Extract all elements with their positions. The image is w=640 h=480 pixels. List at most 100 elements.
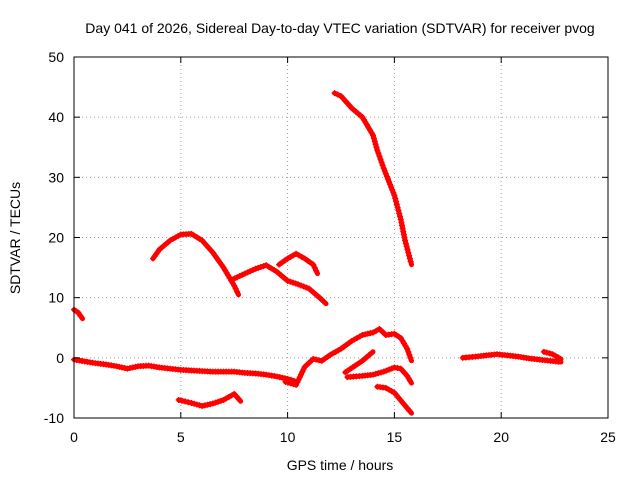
series-arc-mid-second	[229, 262, 329, 307]
data-point	[249, 266, 256, 273]
data-point	[289, 279, 296, 286]
data-point	[374, 147, 381, 154]
x-tick-label: 15	[387, 429, 403, 445]
data-point	[279, 374, 286, 381]
series-arc-lower-flat	[344, 364, 414, 386]
data-point	[362, 331, 369, 338]
data-point	[204, 401, 211, 408]
data-point	[241, 270, 248, 277]
data-point	[364, 330, 371, 337]
data-point	[543, 349, 550, 356]
data-point	[400, 231, 407, 238]
data-point	[287, 278, 294, 285]
data-point	[209, 400, 216, 407]
data-point	[119, 364, 126, 371]
data-point	[75, 309, 82, 316]
x-axis-label: GPS time / hours	[287, 457, 394, 473]
data-point	[380, 165, 387, 172]
data-point	[388, 184, 395, 191]
data-point	[121, 365, 128, 372]
chart-title: Day 041 of 2026, Sidereal Day-to-day VTE…	[85, 20, 594, 36]
data-point	[404, 345, 411, 352]
series-arc-late-tail	[540, 348, 564, 362]
data-point	[394, 204, 401, 211]
data-point	[397, 213, 404, 220]
data-point	[185, 399, 192, 406]
data-point	[397, 216, 404, 223]
y-tick-label: 50	[48, 49, 64, 65]
data-point	[260, 263, 267, 270]
data-point	[212, 399, 219, 406]
data-point	[255, 264, 262, 271]
data-point	[392, 195, 399, 202]
data-point	[406, 351, 413, 358]
series-line	[276, 251, 320, 277]
data-point	[276, 374, 283, 381]
data-point	[555, 354, 562, 361]
data-point	[310, 261, 317, 268]
data-point	[405, 348, 412, 355]
data-point	[398, 219, 405, 226]
data-point	[546, 350, 553, 357]
data-point	[378, 159, 385, 166]
data-point	[215, 398, 222, 405]
series-arc-rise-peak	[282, 325, 414, 388]
series-arc-steep-fall	[331, 90, 414, 268]
data-point	[391, 364, 398, 371]
data-point	[359, 331, 366, 338]
data-point	[407, 377, 414, 384]
y-tick-label: 20	[48, 230, 64, 246]
data-point	[193, 401, 200, 408]
data-point	[300, 283, 307, 290]
data-point	[370, 371, 377, 378]
data-point	[375, 150, 382, 157]
y-tick-label: -10	[44, 410, 64, 426]
data-point	[379, 162, 386, 169]
data-point	[310, 356, 317, 363]
data-point	[196, 402, 203, 409]
data-point	[285, 379, 292, 386]
data-point	[407, 354, 414, 361]
data-point	[406, 407, 413, 414]
tick-layer: 0 5 10 15 20 25 -10 0 10 20 30 40 50	[44, 49, 616, 445]
series-line	[344, 365, 414, 386]
data-point	[252, 265, 259, 272]
x-tick-label: 5	[177, 429, 185, 445]
data-point	[372, 370, 379, 377]
data-point	[188, 399, 195, 406]
data-point	[378, 369, 385, 376]
data-point	[406, 255, 413, 262]
data-point	[282, 378, 289, 385]
data-point	[373, 144, 380, 151]
data-point	[303, 284, 310, 291]
y-tick-label: 30	[48, 169, 64, 185]
series-arc-lower-right	[342, 349, 376, 376]
data-point	[199, 402, 206, 409]
series-arc-late	[459, 351, 564, 365]
data-point	[127, 365, 134, 372]
data-point	[113, 363, 120, 370]
data-point	[207, 401, 214, 408]
data-point	[320, 298, 327, 305]
data-point	[372, 141, 379, 148]
data-point	[402, 240, 409, 247]
data-point	[389, 186, 396, 193]
data-point	[386, 178, 393, 185]
data-point	[383, 173, 390, 180]
data-layer	[71, 90, 564, 416]
data-point	[399, 225, 406, 232]
data-point	[373, 327, 380, 334]
data-point	[407, 258, 414, 265]
data-point	[129, 364, 136, 371]
x-tick-label: 20	[493, 429, 509, 445]
data-point	[334, 91, 341, 98]
data-point	[313, 267, 320, 274]
data-point	[383, 367, 390, 374]
x-tick-label: 10	[280, 429, 296, 445]
series-line	[332, 90, 414, 268]
data-point	[287, 380, 294, 387]
data-point	[132, 363, 139, 370]
y-tick-label: 40	[48, 109, 64, 125]
data-point	[295, 281, 302, 288]
